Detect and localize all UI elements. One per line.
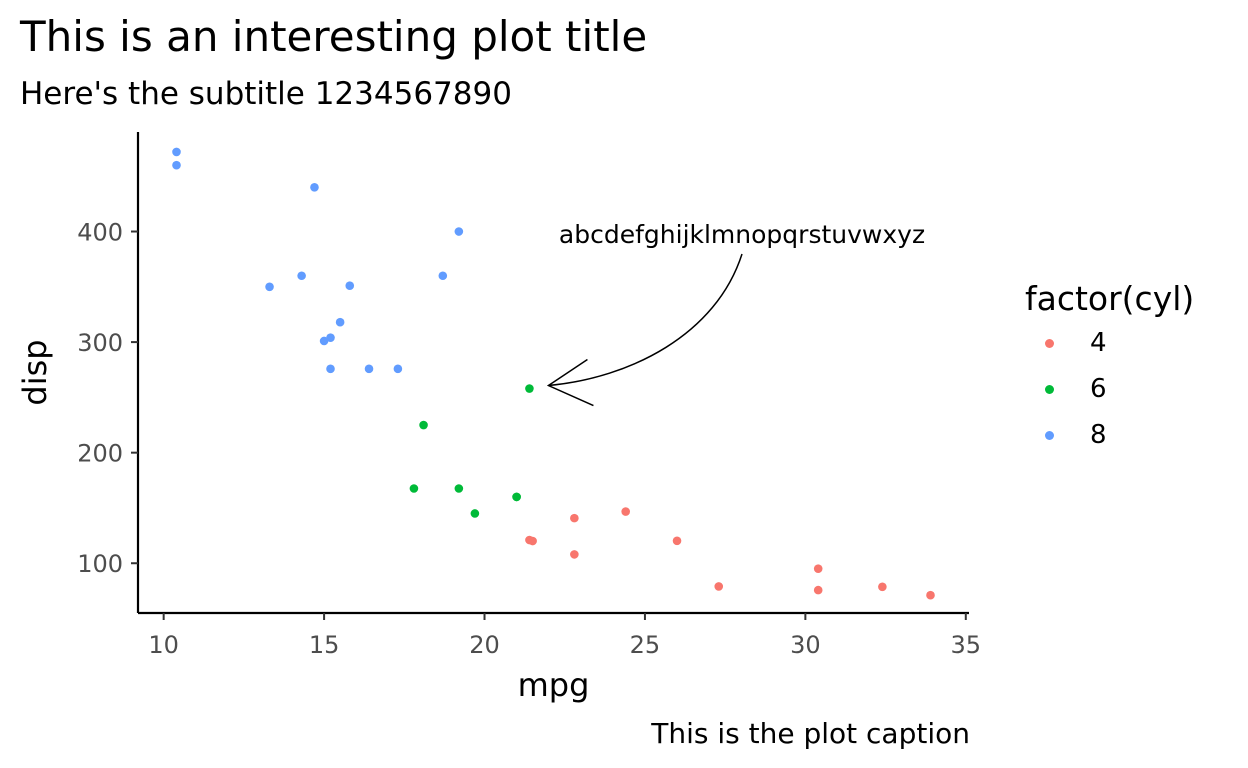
x-tick-label: 35	[951, 631, 982, 659]
data-point-cyl-8	[172, 160, 181, 170]
plot-caption: This is the plot caption	[651, 717, 970, 750]
data-point-cyl-4	[813, 564, 823, 573]
data-point-cyl-4	[525, 535, 534, 545]
data-point-cyl-8	[265, 282, 274, 292]
x-tick-label: 10	[148, 631, 179, 659]
annotation-layer: abcdefghijklmnopqrstuvwxyz	[546, 220, 925, 407]
data-point-cyl-6	[419, 420, 428, 430]
legend-item-4: 4	[1025, 320, 1194, 366]
y-axis-title: disp	[16, 339, 54, 405]
data-point-cyl-4	[570, 513, 579, 523]
x-tick-label: 30	[790, 631, 821, 659]
data-point-cyl-6	[454, 484, 464, 493]
axes-layer: 10 15 20 25 30 35 100 200 300 400 mpg disp	[16, 132, 981, 704]
data-point-cyl-4	[570, 550, 579, 559]
data-point-cyl-8	[297, 271, 306, 281]
annotation-text: abcdefghijklmnopqrstuvwxyz	[559, 220, 925, 249]
data-point-cyl-8	[310, 182, 319, 192]
data-point-cyl-6	[512, 492, 521, 502]
data-point-cyl-8	[438, 271, 448, 281]
data-point-cyl-8	[364, 364, 374, 374]
legend: factor(cyl) 4 6 8	[1025, 278, 1194, 458]
legend-label-6: 6	[1090, 374, 1107, 404]
legend-key-4	[1044, 338, 1054, 348]
legend-label-8: 8	[1090, 420, 1107, 450]
y-tick-label: 300	[77, 329, 123, 357]
legend-item-6: 6	[1025, 366, 1194, 412]
data-point-cyl-6	[470, 509, 480, 518]
x-tick-label: 25	[630, 631, 661, 659]
plot-subtitle: Here's the subtitle 1234567890	[20, 76, 512, 112]
annotation-arrowhead	[546, 358, 594, 407]
data-point-cyl-8	[335, 317, 345, 327]
data-point-cyl-8	[393, 364, 403, 374]
legend-title: factor(cyl)	[1025, 279, 1195, 318]
data-point-cyl-4	[621, 507, 630, 516]
plot-title: This is an interesting plot title	[20, 12, 648, 61]
data-point-cyl-6	[525, 384, 534, 393]
legend-key-8	[1044, 430, 1054, 440]
legend-key-6	[1044, 384, 1054, 394]
x-axis-title: mpg	[518, 666, 590, 704]
data-point-cyl-8	[345, 281, 355, 290]
data-point-cyl-4	[714, 582, 724, 591]
data-point-cyl-4	[672, 536, 682, 546]
data-point-cyl-4	[926, 590, 935, 600]
data-point-cyl-8	[326, 333, 335, 342]
y-tick-label: 100	[77, 550, 123, 578]
data-point-cyl-8	[172, 147, 181, 157]
points-layer	[172, 147, 935, 600]
data-point-cyl-8	[326, 364, 335, 374]
data-point-cyl-4	[878, 582, 887, 592]
legend-label-4: 4	[1090, 328, 1107, 358]
y-tick-label: 200	[77, 440, 123, 468]
y-tick-label: 400	[77, 219, 123, 247]
x-tick-label: 20	[469, 631, 500, 659]
data-point-cyl-8	[319, 336, 329, 346]
data-point-cyl-8	[454, 227, 464, 236]
data-point-cyl-4	[813, 585, 823, 595]
legend-item-8: 8	[1025, 412, 1194, 458]
data-point-cyl-6	[409, 484, 419, 493]
x-tick-label: 15	[309, 631, 340, 659]
annotation-arrow	[548, 253, 743, 387]
